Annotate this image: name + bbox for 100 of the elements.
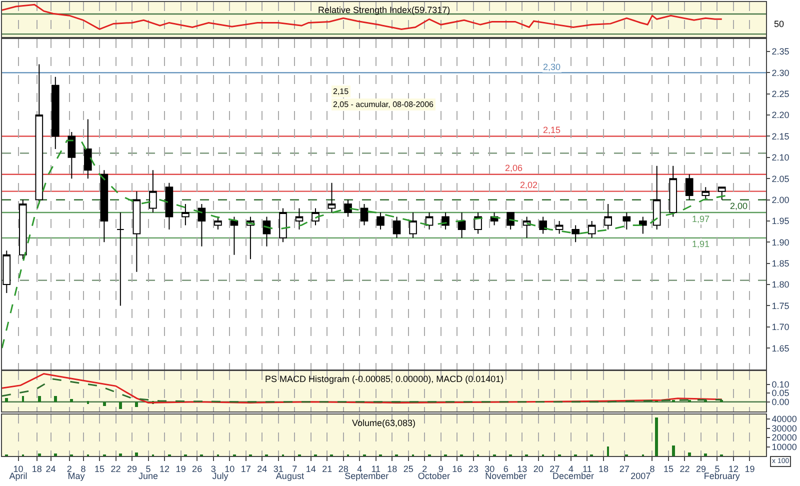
ref-line-label: 2,00 xyxy=(730,201,748,211)
x-tick-label: 14 xyxy=(306,464,316,474)
candlestick xyxy=(344,199,352,218)
candlestick xyxy=(685,174,694,200)
x2-tick-label: October xyxy=(418,471,450,481)
ref-line-label: 2,30 xyxy=(543,62,561,72)
bar xyxy=(655,417,658,456)
x-tick-label: 7 xyxy=(292,464,298,474)
annotation: 2,05 - acumular, 08-08-2006 xyxy=(333,100,434,109)
y-tick-label: 2.10 xyxy=(772,152,790,163)
x-tick-label: 8 xyxy=(650,464,655,474)
bar xyxy=(54,453,57,456)
candlestick xyxy=(328,182,336,214)
x-tick-label: 20 xyxy=(533,464,544,474)
x-tick-label: 6 xyxy=(503,464,508,474)
y-tick-label: 2.25 xyxy=(772,89,790,100)
candlestick xyxy=(409,212,417,238)
x-tick-label: 28 xyxy=(338,464,348,474)
x-tick-label: 24 xyxy=(46,464,56,474)
candlestick xyxy=(555,220,564,234)
x-tick-label: 21 xyxy=(322,464,332,474)
candlestick xyxy=(84,118,92,180)
chart-title: Volume(63,083) xyxy=(352,418,416,428)
candlestick xyxy=(458,212,466,238)
bar xyxy=(704,453,707,456)
candlestick xyxy=(652,165,661,230)
y-tick-label: 1.65 xyxy=(772,343,790,354)
x-tick-label: 11 xyxy=(371,464,381,474)
candlestick xyxy=(149,170,157,214)
candlestick xyxy=(295,208,304,230)
candlestick xyxy=(52,76,60,150)
y-tick-label: 2.05 xyxy=(772,174,790,184)
candlestick xyxy=(718,186,726,200)
candlestick xyxy=(506,212,514,230)
y-tick-label: 10000 xyxy=(772,442,797,452)
candlestick xyxy=(442,212,450,230)
bar xyxy=(688,452,691,456)
x-tick-label: 12 xyxy=(728,464,738,474)
y-tick-label: 1.75 xyxy=(772,300,790,311)
x2-tick-label: August xyxy=(276,471,304,481)
y-tick-label: 0.10 xyxy=(772,379,790,390)
y-tick-label: 1.95 xyxy=(772,216,790,226)
x-tick-label: 4 xyxy=(568,464,574,474)
x-tick-label: 17 xyxy=(240,464,251,474)
chart-title: Relative Strength Index(59.7317) xyxy=(318,5,450,15)
candlestick xyxy=(539,216,547,234)
x2-tick-label: November xyxy=(485,471,527,481)
bar xyxy=(38,453,41,456)
candlestick xyxy=(279,208,287,243)
line-series xyxy=(2,140,728,349)
candlestick xyxy=(639,216,647,234)
candlestick xyxy=(116,212,124,306)
y-tick-label: 1.70 xyxy=(772,322,790,332)
bar xyxy=(672,445,675,456)
x-tick-label: 4 xyxy=(357,464,362,474)
x-tick-label: 10 xyxy=(224,464,235,474)
candlestick xyxy=(2,250,11,294)
y-tick-label: 2.00 xyxy=(772,194,790,205)
ref-line-label: 2,02 xyxy=(520,180,538,190)
x2-tick-label: December xyxy=(552,471,594,481)
x-tick-label: 2 xyxy=(422,464,428,474)
x-tick-label: 2 xyxy=(66,464,72,474)
candlestick xyxy=(572,224,580,243)
ref-line-label: 1,97 xyxy=(692,214,710,224)
x2-tick-label: July xyxy=(212,471,229,481)
x-tick-label: 19 xyxy=(176,464,186,474)
candlestick xyxy=(360,204,368,226)
candlestick xyxy=(622,212,631,230)
x-tick-label: 10 xyxy=(13,464,24,474)
x2-tick-label: 2007 xyxy=(630,471,651,481)
x-tick-label: 25 xyxy=(403,464,414,474)
x-tick-label: 29 xyxy=(696,464,706,474)
x-tick-label: 22 xyxy=(680,464,690,474)
candlestick xyxy=(68,131,76,180)
y-tick-label: 40000 xyxy=(772,414,797,424)
x-tick-label: 18 xyxy=(598,464,608,474)
ref-line-label: 1,91 xyxy=(692,239,710,249)
bar xyxy=(119,453,122,456)
candlestick xyxy=(376,212,384,230)
y-tick-label: 2.30 xyxy=(772,68,790,78)
bar xyxy=(607,446,609,456)
candlestick xyxy=(312,208,320,226)
candlestick xyxy=(702,186,710,200)
x-tick-label: 13 xyxy=(517,464,528,474)
x-tick-label: 24 xyxy=(257,464,268,474)
x2-tick-label: May xyxy=(68,471,86,481)
x-tick-label: 3 xyxy=(210,464,216,474)
candlestick xyxy=(604,204,612,230)
line-series xyxy=(2,372,723,404)
text: 50 xyxy=(774,19,784,29)
chart-title: PS MACD Histogram (-0.00085, 0.00000), MACD (0.01401) xyxy=(265,374,504,384)
x2-tick-label: February xyxy=(704,471,740,481)
y-tick-label: 1.85 xyxy=(772,258,790,269)
candlestick xyxy=(392,216,401,238)
x-tick-label: 30 xyxy=(484,464,495,474)
y-tick-label: 2.35 xyxy=(772,46,790,57)
candlestick xyxy=(132,190,141,272)
x-tick-label: 22 xyxy=(110,464,121,474)
x-tick-label: 15 xyxy=(663,464,674,474)
x-tick-label: 31 xyxy=(273,464,284,474)
